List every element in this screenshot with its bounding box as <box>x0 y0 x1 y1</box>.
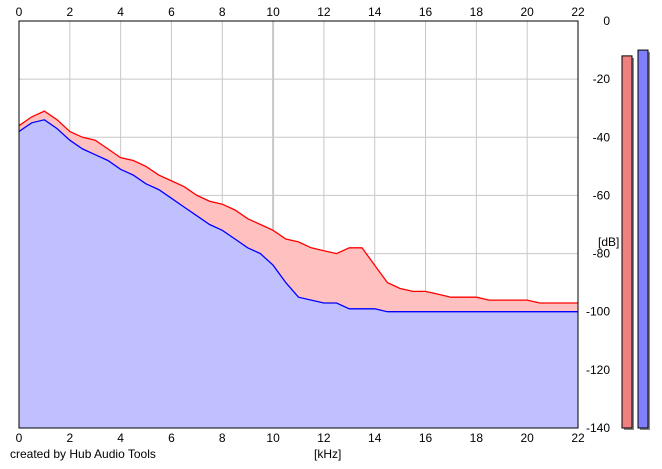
level-meters <box>621 49 650 431</box>
x-tick-label-top-18: 18 <box>470 5 484 19</box>
plot-border <box>18 20 579 429</box>
x-tick-label-bottom-20: 20 <box>521 431 535 445</box>
level-meter-bar-1 <box>621 55 633 429</box>
y-tick-label--100: -100 <box>586 305 610 319</box>
x-tick-label-top-8: 8 <box>219 5 226 19</box>
x-tick-label-bottom-18: 18 <box>470 431 484 445</box>
y-tick-label--40: -40 <box>593 130 611 144</box>
x-tick-label-top-16: 16 <box>419 5 433 19</box>
x-tick-label-top-22: 22 <box>571 5 585 19</box>
series-line-blue <box>18 119 578 313</box>
x-tick-label-top-10: 10 <box>266 5 280 19</box>
y-axis-title: [dB] <box>598 235 619 249</box>
x-tick-label-bottom-12: 12 <box>317 431 331 445</box>
y-tick-label--80: -80 <box>593 247 611 261</box>
x-tick-label-bottom-0: 0 <box>16 431 23 445</box>
x-tick-label-bottom-6: 6 <box>168 431 175 445</box>
spectrum-area-fill <box>19 119 578 429</box>
plot-frame <box>18 20 579 429</box>
spectrum-difference-fill <box>19 111 578 312</box>
x-axis-title: [kHz] <box>314 447 341 461</box>
x-tick-label-top-2: 2 <box>66 5 73 19</box>
x-tick-label-top-12: 12 <box>317 5 331 19</box>
x-tick-label-top-14: 14 <box>368 5 382 19</box>
x-tick-label-bottom-22: 22 <box>571 431 585 445</box>
x-tick-label-bottom-8: 8 <box>219 431 226 445</box>
x-tick-label-top-20: 20 <box>521 5 535 19</box>
series-lines <box>18 110 578 313</box>
x-tick-label-bottom-4: 4 <box>117 431 124 445</box>
x-tick-label-top-0: 0 <box>16 5 23 19</box>
x-tick-label-bottom-16: 16 <box>419 431 433 445</box>
series-line-red <box>18 110 578 304</box>
x-tick-label-top-4: 4 <box>117 5 124 19</box>
y-tick-label--60: -60 <box>593 188 611 202</box>
x-tick-label-bottom-14: 14 <box>368 431 382 445</box>
x-tick-label-bottom-2: 2 <box>66 431 73 445</box>
credit-text: created by Hub Audio Tools <box>10 447 156 461</box>
tick-labels: 002244668810101212141416161818202022220-… <box>16 5 611 445</box>
y-tick-label--140: -140 <box>586 421 610 435</box>
y-tick-label--20: -20 <box>593 72 611 86</box>
x-tick-label-top-6: 6 <box>168 5 175 19</box>
y-tick-label-0: 0 <box>603 14 610 28</box>
x-tick-label-bottom-10: 10 <box>266 431 280 445</box>
spectrum-fills <box>19 111 578 429</box>
level-meter-bar-2 <box>637 49 649 429</box>
y-tick-label--120: -120 <box>586 363 610 377</box>
